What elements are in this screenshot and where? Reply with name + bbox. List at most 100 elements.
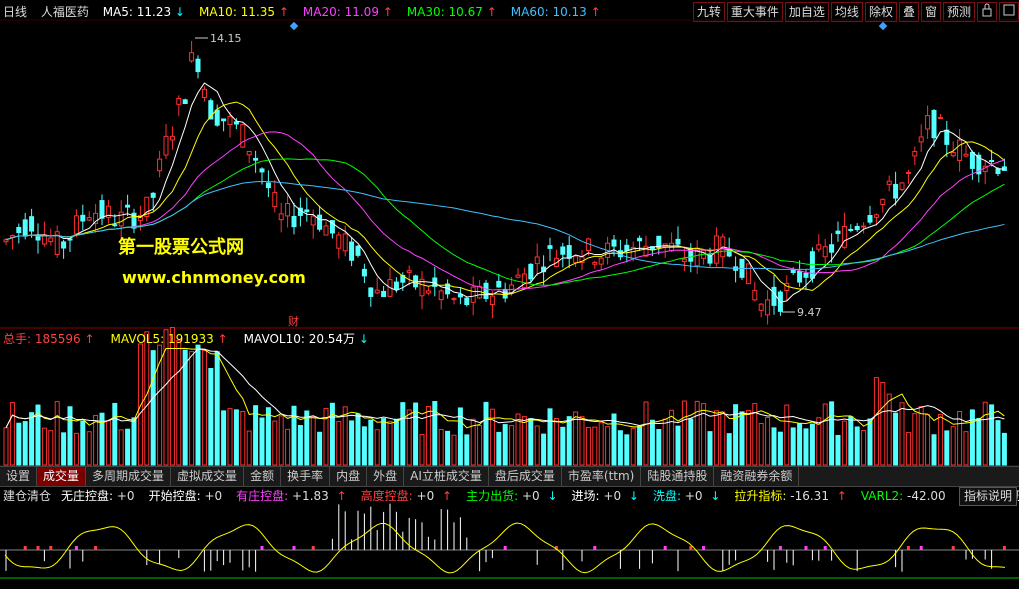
indicator-tab[interactable]: 融资融券余额: [714, 467, 800, 486]
candle-body: [336, 234, 342, 249]
indicator-tab[interactable]: 盘后成交量: [489, 467, 562, 486]
indicator-tab[interactable]: 多周期成交量: [86, 467, 172, 486]
indicator-legend-item: 主力出货: +0 ↓: [466, 489, 558, 503]
volume-bar: [867, 418, 873, 466]
volume-bar: [355, 413, 361, 466]
volume-bar: [502, 424, 508, 466]
volume-bar: [163, 329, 169, 466]
candle-body: [547, 245, 553, 249]
toolbar-button[interactable]: 除权: [864, 2, 897, 22]
volume-bar: [573, 411, 579, 466]
volume-bar: [285, 428, 291, 466]
volume-bar: [950, 426, 956, 466]
toolbar-button[interactable]: 加自选: [784, 2, 829, 22]
volume-bar: [406, 409, 412, 466]
trend-arrow-icon: ↑: [278, 5, 289, 19]
candle-body: [637, 237, 643, 242]
volume-bar: [61, 432, 67, 466]
indicator-legend-item: VARL2: -42.00: [860, 489, 946, 503]
volume-bar: [681, 400, 687, 466]
indicator-name: 建仓清仓: [3, 489, 52, 503]
candle-body: [157, 158, 163, 172]
toolbar-button[interactable]: 重大事件: [726, 2, 783, 22]
candle-body: [3, 239, 9, 243]
volume-bar: [848, 416, 854, 466]
volume-bar: [22, 421, 28, 466]
volume-bar: [310, 416, 316, 466]
indicator-help-button[interactable]: 指标说明: [958, 487, 1017, 506]
candle-body: [22, 219, 28, 237]
ma-line: [5, 101, 1005, 296]
candle-body: [48, 237, 54, 243]
candle-body: [125, 204, 131, 208]
volume-bar: [413, 402, 419, 466]
candle-body: [918, 136, 924, 143]
volume-bar: [547, 408, 553, 466]
volume-bar: [227, 408, 233, 466]
candle-body: [656, 235, 662, 249]
candle-body: [227, 115, 233, 125]
trend-arrow-icon: ↑: [442, 489, 453, 503]
candle-body: [963, 153, 969, 157]
volume-bar: [515, 413, 521, 466]
volume-bar: [393, 418, 399, 466]
candle-body: [195, 58, 201, 73]
volume-bar: [982, 401, 988, 466]
lift-indicator-line: [4, 522, 1006, 574]
candle-body: [995, 168, 1001, 175]
candle-body: [61, 241, 67, 249]
watermark-url: www.chnmoney.com: [122, 268, 306, 287]
volume-bar: [944, 430, 950, 466]
trend-arrow-icon: ↓: [710, 489, 721, 503]
indicator-tab[interactable]: 成交量: [37, 467, 87, 486]
candle-body: [873, 214, 879, 218]
candle-body: [29, 216, 35, 232]
candle-body: [912, 150, 918, 157]
candle-body: [758, 303, 764, 311]
trend-arrow-icon: ↓: [547, 489, 558, 503]
high-price-label: 14.15: [210, 32, 242, 45]
toolbar-button[interactable]: 预测: [942, 2, 975, 22]
volume-bar: [733, 404, 739, 466]
indicator-tab[interactable]: 内盘: [330, 467, 368, 486]
indicator-tab[interactable]: 换手率: [281, 467, 331, 486]
indicator-tab[interactable]: 虚拟成交量: [171, 467, 245, 486]
trend-arrow-icon: ↑: [590, 5, 601, 19]
indicator-tab[interactable]: 设置: [0, 467, 38, 486]
candle-body: [566, 245, 572, 259]
ma-line: [5, 82, 1005, 303]
volume-bar: [995, 420, 1001, 466]
toolbar-button[interactable]: 窗: [920, 2, 941, 22]
candle-body: [829, 244, 835, 253]
indicator-tab[interactable]: 外盘: [367, 467, 405, 486]
volume-bar: [669, 409, 675, 466]
candle-body: [496, 280, 502, 288]
volume-bar: [541, 433, 547, 466]
candle-body: [304, 209, 310, 213]
candle-body: [73, 215, 79, 235]
toolbar-button[interactable]: 叠: [898, 2, 919, 22]
lock-icon[interactable]: [977, 2, 997, 22]
candle-body: [16, 227, 22, 234]
volume-bar: [387, 420, 393, 466]
volume-bar: [777, 431, 783, 466]
indicator-tab[interactable]: 市盈率(ttm): [562, 467, 642, 486]
volume-bar: [336, 421, 342, 466]
candle-body: [790, 269, 796, 273]
volume-bar: [1001, 432, 1007, 466]
indicator-tab[interactable]: 金额: [244, 467, 282, 486]
candle-body: [93, 212, 99, 225]
toolbar-button[interactable]: 均线: [830, 2, 863, 22]
candle-body: [521, 273, 527, 289]
candle-body: [54, 231, 60, 256]
indicator-tab[interactable]: AI立桩成交量: [404, 467, 489, 486]
indicator-tab[interactable]: 陆股通持股: [641, 467, 715, 486]
period-label[interactable]: 日线: [3, 5, 28, 19]
candle-body: [489, 295, 495, 306]
volume-bar: [182, 349, 188, 466]
volume-bar: [208, 367, 214, 466]
candle-body: [323, 225, 329, 236]
indicator-legend-item: 有庄控盘: +1.83 ↑: [236, 489, 347, 503]
toolbar-button[interactable]: 九转: [692, 2, 725, 22]
